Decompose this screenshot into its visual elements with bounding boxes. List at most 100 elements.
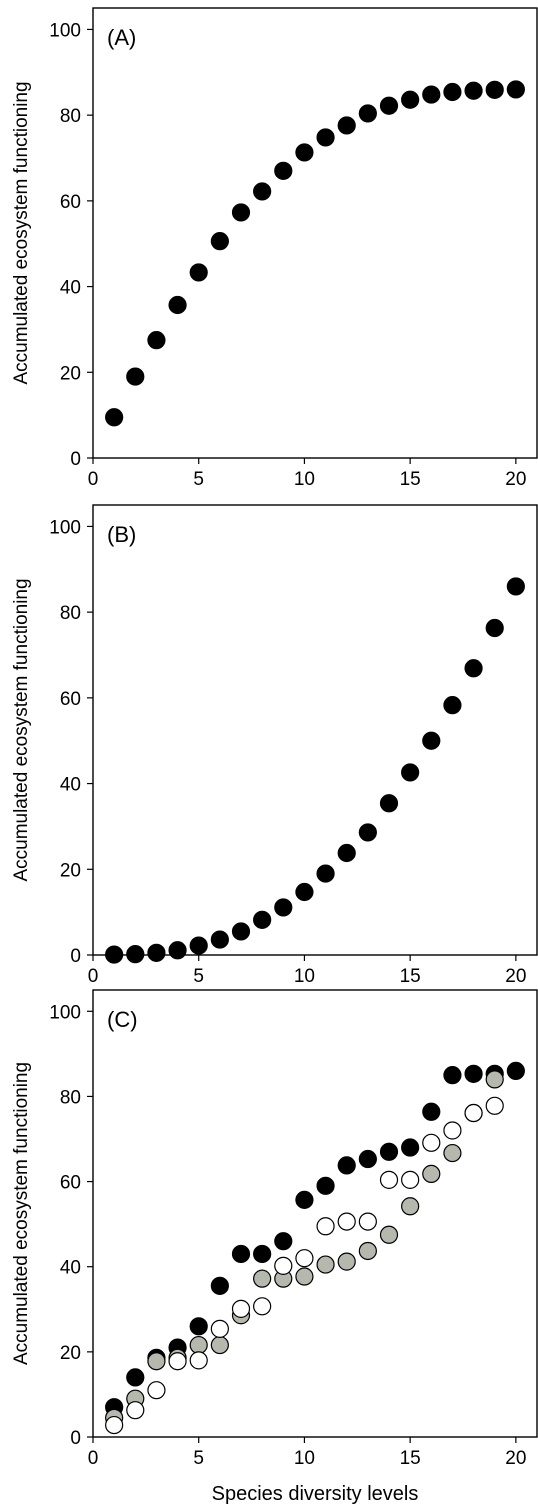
data-point (422, 85, 441, 104)
data-point (443, 1066, 462, 1085)
data-point (401, 90, 420, 109)
data-point (422, 1102, 441, 1121)
data-point (189, 936, 208, 955)
data-point (443, 1143, 462, 1163)
data-point (274, 1232, 293, 1251)
data-point (379, 794, 399, 813)
data-point (253, 1297, 272, 1316)
data-point (316, 1176, 335, 1195)
data-point (358, 1212, 377, 1231)
x-tick-label: 5 (193, 966, 204, 987)
y-tick-label: 100 (49, 517, 81, 538)
data-point (316, 128, 335, 147)
data-point (126, 945, 145, 964)
data-point (401, 1170, 420, 1189)
x-tick-label: 15 (400, 469, 421, 490)
y-tick-label: 0 (70, 946, 81, 967)
y-tick-label: 60 (60, 1173, 81, 1194)
y-tick-label: 0 (70, 1428, 81, 1449)
y-tick-label: 40 (60, 1258, 81, 1279)
panel-label: (C) (107, 1007, 138, 1032)
data-point (253, 182, 272, 201)
data-point (105, 1415, 124, 1435)
data-point (295, 1249, 314, 1268)
data-point (337, 116, 356, 135)
x-tick-label: 20 (505, 469, 526, 490)
chart-panel: 0 5 10 15 20 0 20 40 60 80 100 (C) Accumulated ecosy… (11, 989, 538, 1505)
data-point (337, 1212, 356, 1231)
data-point (464, 659, 483, 678)
data-point (253, 910, 272, 929)
data-point (316, 864, 335, 883)
y-tick-label: 20 (60, 363, 81, 384)
data-point (147, 943, 166, 962)
y-tick-label: 0 (70, 449, 81, 470)
x-axis-label: Species diversity levels (212, 1483, 419, 1505)
data-point (210, 1319, 229, 1338)
data-point (295, 882, 314, 902)
data-point (316, 1217, 335, 1236)
data-point (295, 1267, 314, 1286)
data-point (379, 1142, 399, 1161)
data-point (379, 1170, 399, 1189)
data-point (147, 1352, 166, 1371)
data-point (422, 1164, 441, 1184)
data-point (358, 1241, 377, 1261)
data-point (358, 1149, 377, 1169)
data-point (231, 203, 251, 222)
data-point (464, 81, 483, 100)
data-point (253, 1269, 272, 1288)
data-point (147, 331, 166, 350)
data-point (401, 1197, 420, 1216)
data-point (485, 618, 504, 638)
data-point (358, 823, 377, 842)
x-tick-label: 10 (294, 1448, 315, 1469)
data-point (422, 1133, 441, 1152)
data-point (210, 930, 229, 949)
panel-label: (A) (107, 25, 136, 50)
data-point (274, 898, 293, 917)
y-axis-label: Accumulated ecosystem functioning (11, 1062, 32, 1365)
y-tick-label: 40 (60, 775, 81, 796)
y-tick-label: 60 (60, 689, 81, 710)
data-point (231, 922, 251, 941)
data-point (210, 1276, 229, 1295)
data-point (231, 1299, 251, 1318)
x-tick-label: 10 (294, 469, 315, 490)
y-tick-label: 60 (60, 192, 81, 213)
data-point (506, 80, 525, 99)
data-point (464, 1064, 483, 1083)
data-point (379, 96, 399, 115)
data-point (189, 1351, 208, 1370)
data-point (506, 1061, 525, 1080)
plot-frame (92, 7, 538, 459)
data-point (316, 1255, 335, 1274)
data-point (105, 408, 124, 427)
plot-frame (92, 504, 538, 956)
data-point (274, 161, 293, 180)
data-point (295, 1190, 314, 1209)
data-point (168, 295, 187, 315)
data-point (231, 1244, 251, 1264)
data-point (126, 367, 145, 386)
data-point (210, 232, 229, 251)
panel-label: (B) (107, 522, 136, 547)
x-tick-label: 20 (505, 1448, 526, 1469)
data-point (485, 1096, 504, 1115)
x-tick-label: 0 (88, 966, 99, 987)
y-axis-label: Accumulated ecosystem functioning (11, 578, 32, 881)
data-point (485, 80, 504, 99)
x-tick-label: 10 (294, 966, 315, 987)
data-point (443, 696, 462, 715)
x-tick-label: 15 (400, 1448, 421, 1469)
chart-panel: 0 5 10 15 20 0 20 40 60 80 100 (A) Accumulated ecosy… (11, 7, 538, 490)
data-point (147, 1381, 166, 1400)
data-point (379, 1225, 399, 1244)
chart-panel: 0 5 10 15 20 0 20 40 60 80 100 (B) Accumulated ecosy… (11, 504, 538, 987)
data-point (189, 1335, 208, 1355)
data-point (422, 731, 441, 750)
data-point (337, 1156, 356, 1175)
x-tick-label: 5 (193, 1448, 204, 1469)
data-point (126, 1368, 145, 1387)
data-point (337, 843, 356, 863)
